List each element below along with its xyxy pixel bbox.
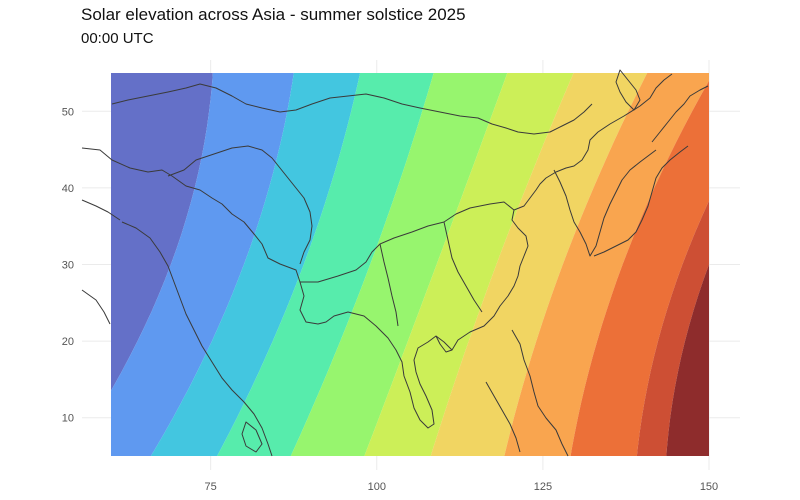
x-tick-label: 75 <box>205 481 217 493</box>
elevation-band-1 <box>111 73 213 391</box>
elevation-band-2 <box>111 73 294 456</box>
elevation-band-11 <box>666 264 709 456</box>
axis-labels: 75 100 125 150 10 20 30 40 50 <box>62 106 718 493</box>
elevation-band-6 <box>364 73 574 456</box>
elevation-band-10 <box>636 200 709 456</box>
x-tick-label: 125 <box>534 481 552 493</box>
elevation-bands <box>111 73 709 456</box>
elevation-band-5 <box>290 73 508 456</box>
elevation-band-3 <box>150 73 361 456</box>
chart-subtitle: 00:00 UTC <box>81 30 154 47</box>
y-tick-label: 10 <box>62 413 74 425</box>
y-tick-label: 50 <box>62 106 74 118</box>
x-tick-label: 150 <box>700 481 718 493</box>
elevation-band-7 <box>430 73 648 456</box>
elevation-band-4 <box>217 73 434 456</box>
country-borders <box>81 69 709 457</box>
chart-title: Solar elevation across Asia - summer sol… <box>81 5 466 24</box>
y-tick-label: 40 <box>62 183 74 195</box>
y-tick-label: 20 <box>62 336 74 348</box>
x-tick-label: 100 <box>368 481 386 493</box>
elevation-band-9 <box>570 80 709 456</box>
elevation-band-8 <box>504 73 709 456</box>
y-tick-label: 30 <box>62 260 74 272</box>
